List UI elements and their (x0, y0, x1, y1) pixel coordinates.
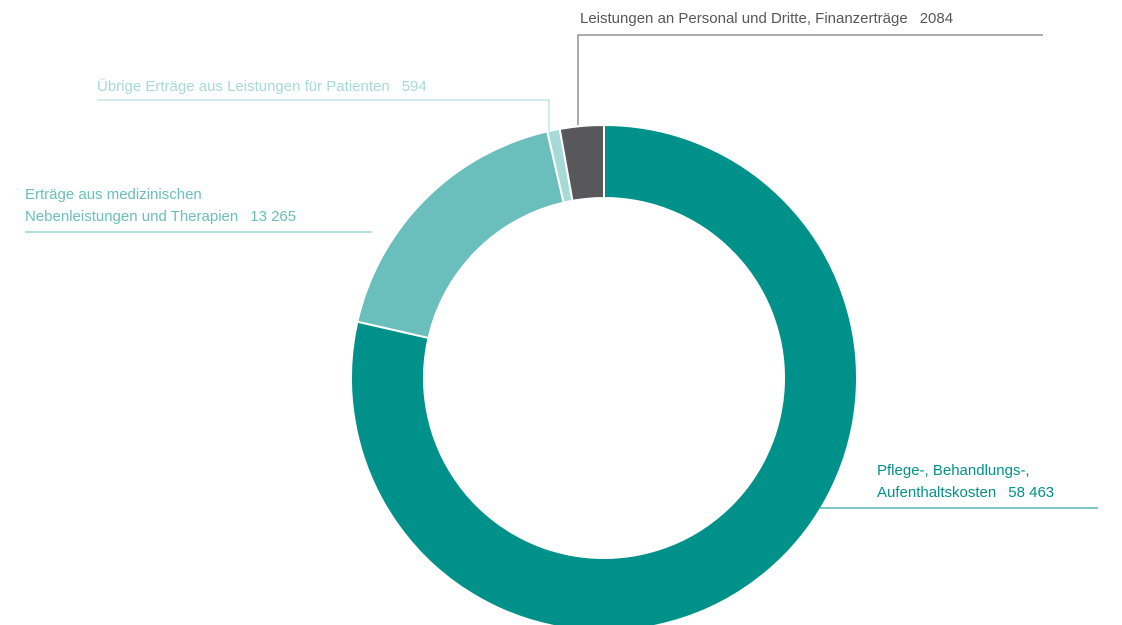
category-label: Pflege-, Behandlungs-, Aufenthaltskosten (877, 462, 1030, 501)
donut-segment (558, 123, 605, 202)
leader-line (97, 99, 550, 131)
leader-line (577, 34, 1043, 125)
slice-label: Erträge aus medizinischen Nebenleistunge… (25, 184, 296, 228)
donut-segment (350, 123, 858, 625)
value-label: 13 265 (250, 208, 297, 225)
slice-label: Übrige Erträge aus Leistungen für Patien… (97, 76, 427, 98)
slice-label: Pflege-, Behandlungs-, Aufenthaltskosten… (877, 460, 1054, 504)
slice-label: Leistungen an Personal und Dritte, Finan… (580, 8, 953, 30)
value-label: 594 (401, 78, 427, 95)
value-label: 2084 (919, 10, 954, 27)
category-label: Übrige Erträge aus Leistungen für Patien… (97, 78, 390, 95)
category-label: Leistungen an Personal und Dritte, Finan… (580, 10, 908, 27)
donut-segment (356, 130, 565, 340)
value-label: 58 463 (1008, 484, 1055, 501)
category-label: Erträge aus medizinischen Nebenleistunge… (25, 186, 239, 225)
